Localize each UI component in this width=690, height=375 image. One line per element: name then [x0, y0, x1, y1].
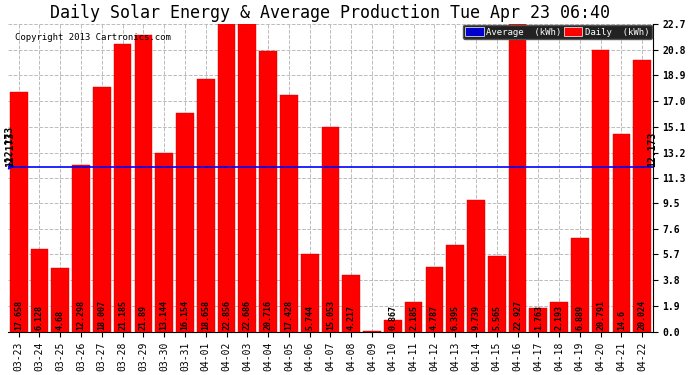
Title: Daily Solar Energy & Average Production Tue Apr 23 06:40: Daily Solar Energy & Average Production … [50, 4, 611, 22]
Text: 20.716: 20.716 [264, 300, 273, 330]
Text: 17.658: 17.658 [14, 300, 23, 330]
Bar [259, 51, 277, 332]
Text: 12.173: 12.173 [647, 131, 657, 166]
Bar [114, 44, 132, 332]
Bar [176, 112, 194, 332]
Text: 22.856: 22.856 [222, 300, 231, 330]
Text: 1.763: 1.763 [534, 305, 543, 330]
Text: 20.024: 20.024 [638, 300, 647, 330]
Text: 2.193: 2.193 [555, 305, 564, 330]
Bar [197, 79, 215, 332]
Text: 14.6: 14.6 [617, 310, 626, 330]
Text: 2.185: 2.185 [409, 305, 418, 330]
Text: ←12.173: ←12.173 [4, 125, 14, 166]
Text: 20.791: 20.791 [596, 300, 605, 330]
Bar [571, 238, 589, 332]
Text: 15.053: 15.053 [326, 300, 335, 330]
Text: 12.173: 12.173 [5, 131, 15, 166]
Bar [93, 87, 110, 332]
Text: 6.395: 6.395 [451, 305, 460, 330]
Text: 21.89: 21.89 [139, 305, 148, 330]
Legend: Average  (kWh), Daily  (kWh): Average (kWh), Daily (kWh) [463, 25, 652, 39]
Text: 13.144: 13.144 [159, 300, 168, 330]
Text: 5.744: 5.744 [305, 305, 314, 330]
Bar [155, 153, 173, 332]
Text: 22.927: 22.927 [513, 300, 522, 330]
Bar [30, 249, 48, 332]
Bar [239, 24, 256, 332]
Text: 4.787: 4.787 [430, 305, 439, 330]
Bar [550, 302, 568, 332]
Bar [592, 50, 609, 332]
Bar [72, 165, 90, 332]
Text: 0.867: 0.867 [388, 305, 397, 330]
Bar [10, 92, 28, 332]
Text: 6.128: 6.128 [35, 305, 44, 330]
Text: 17.428: 17.428 [284, 300, 293, 330]
Bar [488, 256, 506, 332]
Text: 4.217: 4.217 [347, 305, 356, 330]
Bar [363, 331, 381, 332]
Bar [301, 254, 319, 332]
Bar [446, 245, 464, 332]
Text: 6.889: 6.889 [575, 305, 584, 330]
Bar [342, 274, 360, 332]
Bar [322, 128, 339, 332]
Bar [426, 267, 443, 332]
Bar [613, 134, 630, 332]
Text: 12.298: 12.298 [77, 300, 86, 330]
Text: 9.739: 9.739 [471, 305, 480, 330]
Text: 18.007: 18.007 [97, 300, 106, 330]
Text: Copyright 2013 Cartronics.com: Copyright 2013 Cartronics.com [14, 33, 170, 42]
Text: 18.658: 18.658 [201, 300, 210, 330]
Text: 21.185: 21.185 [118, 300, 127, 330]
Bar [467, 200, 485, 332]
Bar [529, 308, 547, 332]
Text: 22.686: 22.686 [243, 300, 252, 330]
Bar [633, 60, 651, 332]
Text: 5.565: 5.565 [492, 305, 501, 330]
Bar [509, 21, 526, 332]
Bar [384, 320, 402, 332]
Bar [52, 268, 69, 332]
Bar [135, 35, 152, 332]
Bar [218, 22, 235, 332]
Bar [280, 95, 297, 332]
Text: 16.154: 16.154 [181, 300, 190, 330]
Text: 4.68: 4.68 [56, 310, 65, 330]
Bar [405, 302, 422, 332]
